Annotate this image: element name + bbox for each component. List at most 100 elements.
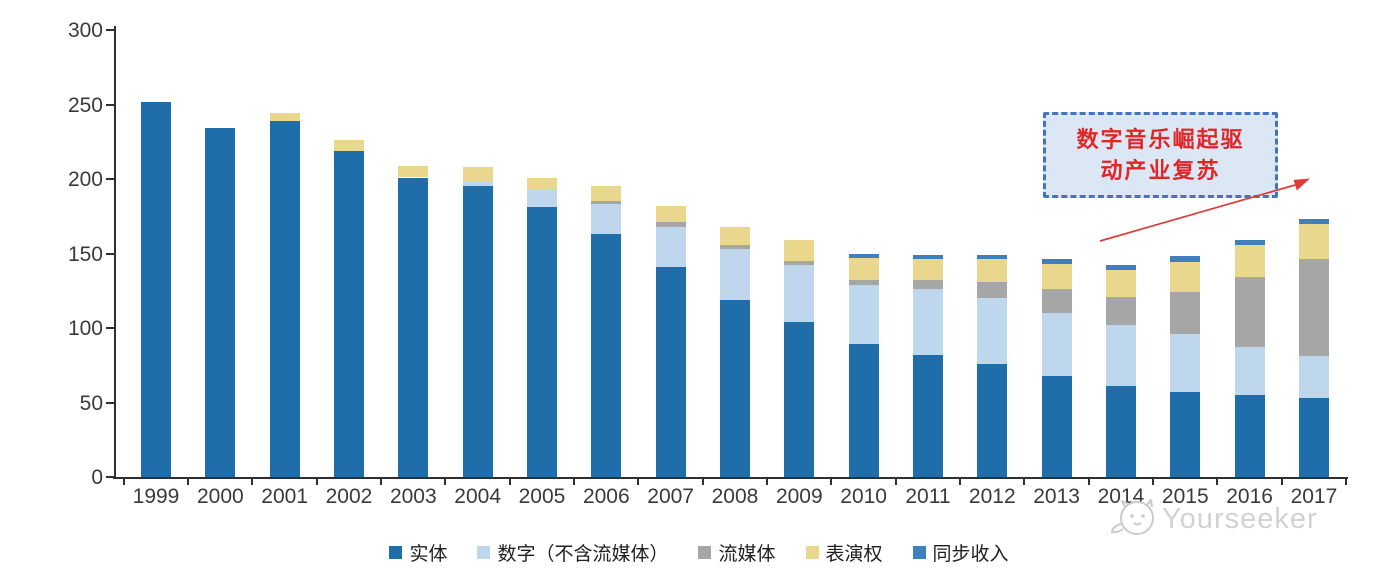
x-tick-label: 2006: [582, 485, 630, 508]
x-axis-tick: [1152, 478, 1155, 485]
bar-segment-2011: [912, 254, 943, 260]
bar-segment-2011: [912, 354, 943, 477]
x-tick-label: 2000: [196, 485, 244, 508]
x-axis-tick: [1280, 478, 1283, 485]
x-axis-tick: [508, 478, 511, 485]
bar-segment-2002: [333, 150, 364, 477]
x-tick-label: 2012: [968, 485, 1016, 508]
bar-segment-2010: [848, 253, 879, 258]
bar-segment-2012: [977, 363, 1008, 477]
bar-segment-2003: [398, 177, 429, 477]
y-axis-tick: [106, 29, 114, 31]
bar-segment-2017: [1298, 219, 1329, 224]
bar-segment-2012: [977, 259, 1008, 282]
legend-label: 表演权: [825, 544, 883, 565]
bar-segment-2013: [1041, 263, 1072, 290]
bar-segment-2013: [1041, 259, 1072, 264]
legend-swatch-icon: [389, 546, 403, 559]
bar-segment-2009: [784, 322, 815, 477]
bar-segment-2017: [1298, 398, 1329, 477]
x-tick-label: 2016: [1226, 485, 1273, 508]
bar-segment-2015: [1170, 262, 1201, 293]
bar-segment-2001: [269, 120, 300, 477]
x-axis-tick: [637, 478, 640, 485]
bar-segment-2012: [977, 281, 1008, 299]
legend-swatch-icon: [912, 546, 926, 559]
legend-item: 数字（不含流媒体）: [477, 539, 668, 566]
y-tick-label: 200: [67, 168, 103, 191]
bar-segment-2007: [655, 266, 686, 477]
y-axis-tick: [106, 327, 114, 329]
bar-segment-2014: [1105, 265, 1136, 270]
x-tick-label: 2010: [840, 485, 887, 508]
x-axis-tick: [1023, 478, 1026, 485]
x-tick-label: 2013: [1033, 485, 1080, 508]
legend-swatch-icon: [805, 546, 819, 559]
y-axis-line: [114, 26, 116, 479]
x-axis-tick: [894, 478, 897, 485]
x-axis-tick: [187, 478, 190, 485]
y-tick-label: 300: [67, 19, 103, 42]
y-axis-tick: [106, 178, 114, 180]
bar-segment-2009: [784, 240, 815, 261]
legend-item: 实体: [389, 539, 447, 566]
x-axis-tick: [251, 478, 254, 485]
bar-segment-2009: [784, 260, 815, 266]
bar-segment-2004: [462, 167, 493, 182]
y-tick-label: 0: [91, 466, 103, 489]
chart-legend: 实体 数字（不含流媒体） 流媒体 表演权 同步收入: [0, 539, 1398, 566]
x-tick-label: 2015: [1161, 485, 1209, 508]
y-axis-tick: [106, 476, 114, 478]
bar-segment-2016: [1234, 395, 1265, 477]
x-tick-label: 1999: [132, 485, 180, 508]
bar-segment-2014: [1105, 296, 1136, 325]
x-axis-tick: [830, 478, 833, 485]
x-axis-tick: [959, 478, 962, 485]
bar-segment-2011: [912, 259, 943, 281]
x-tick-label: 2009: [775, 485, 823, 508]
bar-segment-2008: [719, 226, 750, 245]
legend-item: 表演权: [805, 539, 883, 566]
bar-segment-2014: [1105, 325, 1136, 387]
x-axis-tick: [1216, 478, 1219, 485]
bar-segment-2009: [784, 265, 815, 323]
bar-segment-2013: [1041, 313, 1072, 376]
legend-label: 同步收入: [932, 544, 1009, 565]
bar-segment-2008: [719, 249, 750, 300]
legend-swatch-icon: [698, 546, 712, 559]
legend-swatch-icon: [477, 546, 491, 559]
x-axis-tick: [1087, 478, 1090, 485]
watermark: Yourseeker: [1104, 494, 1318, 544]
bar-segment-2006: [591, 201, 622, 205]
bar-segment-2003: [398, 165, 429, 178]
bar-segment-2000: [205, 128, 236, 477]
bar-segment-2015: [1170, 256, 1201, 263]
x-axis-tick: [701, 478, 704, 485]
annotation-text-line1: 数字音乐崛起驱: [1076, 127, 1245, 152]
bar-segment-2017: [1298, 356, 1329, 399]
x-tick-label: 2017: [1290, 485, 1338, 508]
legend-item: 同步收入: [912, 539, 1009, 566]
bar-segment-2016: [1234, 240, 1265, 245]
bar-segment-1999: [141, 101, 171, 477]
watermark-text: Yourseeker: [1162, 502, 1318, 535]
bar-segment-2007: [655, 222, 686, 227]
x-axis-tick: [122, 478, 125, 485]
bar-segment-2016: [1234, 244, 1265, 278]
bar-segment-2008: [719, 299, 750, 477]
bar-segment-2006: [591, 234, 622, 477]
annotation-text-line2: 动产业复苏: [1100, 158, 1221, 183]
bar-segment-2004: [462, 181, 493, 187]
legend-label: 流媒体: [718, 544, 776, 565]
y-axis-tick: [106, 103, 114, 106]
legend-label: 数字（不含流媒体）: [497, 544, 669, 565]
legend-item: 流媒体: [698, 539, 776, 566]
bar-segment-2011: [912, 289, 943, 355]
x-tick-label: 2011: [905, 485, 951, 508]
bar-segment-2007: [655, 226, 686, 267]
x-tick-label: 2005: [518, 485, 566, 508]
bar-segment-2014: [1105, 386, 1136, 477]
bar-segment-2016: [1234, 277, 1265, 348]
x-axis-tick: [315, 478, 318, 485]
